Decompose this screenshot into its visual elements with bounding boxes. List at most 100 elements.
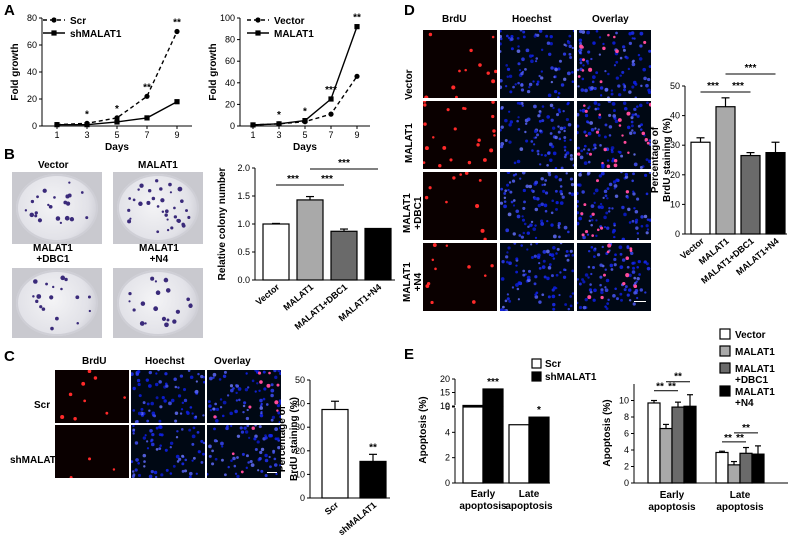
brdu-dot: [231, 452, 235, 456]
nucleus-dot: [183, 398, 188, 403]
nucleus-dot: [523, 222, 527, 226]
nucleus-dot: [549, 42, 553, 46]
nucleus-dot: [507, 188, 510, 192]
x-tick-label: shMALAT1: [336, 500, 378, 535]
nucleus-dot: [540, 177, 544, 181]
nucleus-dot: [149, 428, 153, 433]
nucleus-dot: [538, 119, 542, 123]
significance-mark: **: [656, 382, 664, 393]
x-group-label-line2: apoptosis: [648, 502, 696, 513]
bar: [690, 141, 711, 235]
colony-dot: [140, 301, 146, 306]
nucleus-dot: [592, 148, 595, 151]
nucleus-dot: [504, 85, 508, 88]
nucleus-dot: [609, 263, 614, 268]
y-tick-label: 60: [27, 40, 37, 50]
nucleus-dot: [195, 472, 198, 475]
nucleus-dot: [561, 195, 565, 199]
scale-bar: [634, 301, 646, 302]
colony-dot: [59, 221, 63, 225]
nucleus-dot: [513, 243, 517, 245]
nucleus-dot: [138, 394, 142, 398]
x-group-label-line2: apoptosis: [505, 501, 553, 512]
nucleus-dot: [551, 294, 556, 299]
y-tick-label: 0: [32, 121, 37, 131]
nucleus-dot: [177, 394, 182, 398]
significance-mark: **: [143, 82, 151, 93]
nucleus-dot: [146, 419, 150, 423]
nucleus-dot: [520, 101, 524, 105]
brdu-dot: [464, 68, 467, 72]
nucleus-dot: [213, 427, 216, 431]
nucleus-dot: [268, 455, 271, 459]
nucleus-dot: [507, 36, 511, 40]
nucleus-dot: [642, 67, 647, 72]
colony-dot: [45, 282, 48, 286]
brdu-dot: [482, 158, 487, 162]
nucleus-dot: [623, 288, 627, 292]
nucleus-dot: [235, 391, 238, 395]
x-axis-label: Days: [105, 142, 129, 153]
brdu-dot: [68, 392, 73, 397]
nucleus-dot: [187, 370, 191, 372]
x-group-label-line1: Late: [519, 489, 540, 500]
nucleus-dot: [570, 182, 574, 187]
nucleus-dot: [569, 157, 574, 161]
nucleus-dot: [608, 134, 612, 137]
y-axis-label: Apoptosis (%): [418, 396, 429, 463]
nucleus-dot: [278, 399, 281, 403]
nucleus-dot: [541, 293, 545, 297]
nucleus-dot: [269, 465, 272, 469]
nucleus-dot: [146, 440, 149, 443]
x-group-label-line1: Early: [660, 490, 685, 501]
nucleus-dot: [515, 283, 519, 287]
colony-dot: [128, 197, 132, 200]
nucleus-dot: [581, 77, 585, 81]
colony-dot: [155, 179, 159, 183]
dish-label-vector: Vector: [38, 160, 69, 171]
nucleus-dot: [577, 200, 579, 204]
data-point: [144, 115, 150, 121]
brdu-dot: [615, 49, 619, 54]
colony-dot: [172, 319, 177, 324]
nucleus-dot: [530, 140, 534, 143]
nucleus-dot: [563, 139, 567, 142]
nucleus-dot: [619, 56, 623, 60]
colony-dot: [50, 326, 54, 331]
nucleus-dot: [637, 124, 641, 128]
y-tick-label: 1.5: [237, 191, 250, 201]
nucleus-dot: [621, 70, 625, 74]
nucleus-dot: [500, 187, 504, 191]
nucleus-dot: [511, 286, 515, 289]
colony-dot: [155, 290, 161, 295]
nucleus-dot: [547, 172, 551, 174]
nucleus-dot: [506, 251, 509, 254]
brdu-dot: [584, 230, 589, 234]
nucleus-dot: [634, 220, 638, 224]
legend-marker: [51, 17, 57, 23]
nucleus-dot: [159, 444, 162, 447]
nucleus-dot: [169, 446, 172, 449]
nucleus-dot: [552, 234, 557, 239]
nucleus-dot: [236, 456, 239, 459]
colony-dot: [146, 200, 151, 205]
data-point: [250, 122, 256, 128]
nucleus-dot: [605, 278, 610, 283]
nucleus-dot: [500, 30, 502, 33]
nucleus-dot: [188, 475, 192, 478]
y-tick-label: 40: [670, 111, 680, 121]
nucleus-dot: [604, 305, 607, 308]
colony-dot: [35, 299, 39, 304]
nucleus-dot: [645, 262, 649, 266]
nucleus-dot: [632, 172, 635, 176]
brdu-dot: [268, 371, 271, 375]
nucleus-dot: [200, 439, 204, 443]
nucleus-dot: [543, 275, 547, 279]
nucleus-dot: [628, 32, 632, 36]
nucleus-dot: [627, 207, 631, 212]
nucleus-dot: [603, 135, 607, 139]
colony-dot: [151, 196, 156, 201]
nucleus-dot: [584, 113, 589, 118]
nucleus-dot: [607, 72, 610, 76]
nucleus-dot: [500, 42, 502, 46]
